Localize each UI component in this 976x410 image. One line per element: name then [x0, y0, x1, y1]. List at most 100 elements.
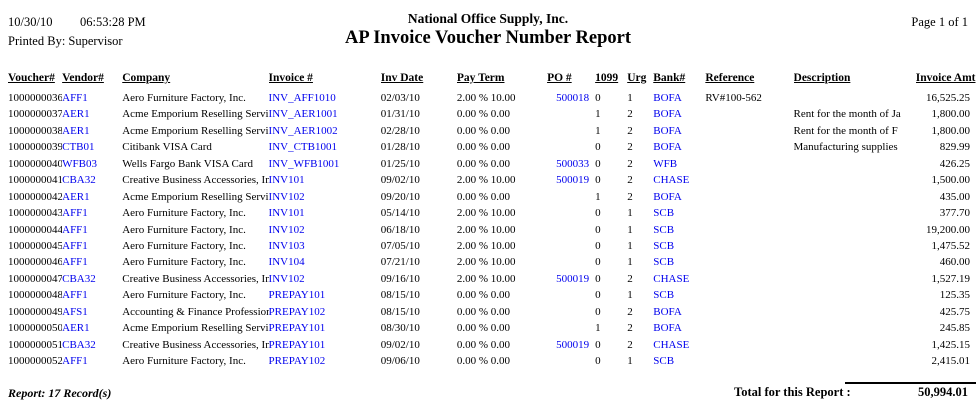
cell-voucher: 1000000044 [8, 223, 63, 236]
cell-vendor-link[interactable]: AFF1 [62, 355, 88, 367]
table-row: 1000000039 CTB01 Citibank VISA Card INV_CTB… [0, 141, 976, 157]
cell-company: Creative Business Accessories, In [122, 272, 269, 285]
cell-po-link[interactable]: 500033 [556, 157, 590, 170]
invoice-table-header: Voucher# Vendor# Company Invoice # Inv Date P… [0, 72, 976, 92]
cell-desc [794, 306, 916, 322]
cell-amt: 377.70 [939, 207, 970, 220]
cell-bank-link[interactable]: BOFA [653, 141, 682, 154]
cell-bank-link[interactable]: CHASE [653, 174, 690, 187]
cell-amt: 1,800.00 [931, 124, 971, 137]
cell-bank-link[interactable]: BOFA [653, 190, 682, 203]
cell-company: Aero Furniture Factory, Inc. [122, 239, 246, 252]
cell-invoice-link[interactable]: PREPAY101 [268, 289, 326, 302]
cell-bank-link[interactable]: SCB [653, 207, 675, 220]
cell-po [547, 207, 591, 223]
cell-urg: 2 [627, 190, 633, 203]
cell-ref [705, 207, 793, 223]
cell-desc: Rent for the month of Ja [793, 108, 901, 121]
cell-po [547, 240, 591, 256]
cell-urg: 1 [627, 256, 633, 269]
cell-urg: 1 [627, 355, 633, 367]
cell-vendor-link[interactable]: CBA32 [62, 174, 96, 187]
cell-bank-link[interactable]: SCB [653, 355, 675, 367]
cell-urg: 2 [627, 174, 633, 187]
cell-invoice-link[interactable]: INV_AER1002 [268, 124, 338, 137]
cell-invoice-link[interactable]: INV101 [268, 207, 305, 220]
cell-urg: 2 [627, 124, 633, 137]
cell-invoice-link[interactable]: PREPAY101 [268, 322, 326, 335]
cell-invoice-link[interactable]: INV_AER1001 [268, 108, 338, 121]
cell-vendor-link[interactable]: CBA32 [62, 272, 96, 285]
cell-ref [705, 141, 793, 157]
cell-vendor-link[interactable]: AFF1 [62, 92, 88, 104]
cell-invoice-link[interactable]: INV102 [268, 190, 305, 203]
report-title: AP Invoice Voucher Number Report [344, 28, 632, 48]
cell-bank-link[interactable]: CHASE [653, 338, 690, 351]
cell-voucher: 1000000052 [8, 355, 63, 367]
cell-vendor-link[interactable]: CBA32 [62, 338, 96, 351]
cell-invoice-link[interactable]: PREPAY102 [268, 355, 326, 367]
cell-bank-link[interactable]: SCB [653, 256, 675, 269]
cell-vendor-link[interactable]: AER1 [62, 190, 90, 203]
cell-invoice-link[interactable]: INV103 [268, 239, 305, 252]
cell-1099: 0 [595, 355, 601, 367]
cell-invoice-link[interactable]: INV_CTB1001 [268, 141, 337, 154]
cell-bank-link[interactable]: SCB [653, 223, 675, 236]
cell-vendor-link[interactable]: AER1 [62, 322, 90, 335]
cell-ref [705, 224, 793, 240]
cell-ref [705, 306, 793, 322]
cell-po-link[interactable]: 500018 [556, 92, 590, 104]
cell-bank-link[interactable]: BOFA [653, 108, 682, 121]
cell-bank-link[interactable]: SCB [653, 289, 675, 302]
cell-po-link[interactable]: 500019 [556, 174, 590, 187]
cell-po [547, 289, 591, 305]
cell-payterm: 2.00 % 10.00 [456, 223, 516, 236]
cell-invoice-link[interactable]: INV_WFB1001 [268, 157, 340, 170]
cell-bank-link[interactable]: SCB [653, 239, 675, 252]
cell-vendor-link[interactable]: AFF1 [62, 289, 88, 302]
cell-1099: 0 [595, 289, 601, 302]
cell-vendor-link[interactable]: CTB01 [62, 141, 95, 154]
column-header-voucher: Voucher# [8, 72, 55, 84]
cell-bank-link[interactable]: WFB [653, 157, 678, 170]
cell-vendor-link[interactable]: AFF1 [62, 256, 88, 269]
cell-po-link[interactable]: 500019 [556, 338, 590, 351]
cell-invoice-link[interactable]: PREPAY102 [268, 305, 326, 318]
cell-invdate: 09/02/10 [380, 338, 420, 351]
cell-voucher: 1000000051 [8, 338, 63, 351]
cell-vendor-link[interactable]: AFF1 [62, 239, 88, 252]
column-header-invoice: Invoice # [268, 72, 313, 84]
cell-po-link[interactable]: 500019 [556, 272, 590, 285]
cell-invoice-link[interactable]: INV101 [268, 174, 305, 187]
cell-voucher: 1000000050 [8, 322, 63, 335]
cell-po [547, 224, 591, 240]
cell-urg: 2 [627, 322, 633, 335]
cell-vendor-link[interactable]: AER1 [62, 124, 90, 137]
cell-bank-link[interactable]: BOFA [653, 305, 682, 318]
cell-company: Acme Emporium Reselling Servic [122, 190, 269, 203]
cell-bank-link[interactable]: BOFA [653, 124, 682, 137]
cell-invoice-link[interactable]: INV104 [268, 256, 305, 269]
cell-invoice-link[interactable]: INV102 [268, 272, 305, 285]
cell-vendor-link[interactable]: AER1 [62, 108, 90, 121]
cell-bank-link[interactable]: BOFA [653, 92, 682, 104]
cell-voucher: 1000000040 [8, 157, 63, 170]
cell-1099: 1 [595, 108, 601, 121]
cell-po [547, 306, 591, 322]
cell-urg: 1 [627, 289, 633, 302]
cell-payterm: 0.00 % 0.00 [456, 190, 511, 203]
table-row: 1000000049 AFS1 Accounting & Finance Profe… [0, 306, 976, 322]
report-time: 06:53:28 PM [80, 15, 146, 29]
cell-invoice-link[interactable]: INV102 [268, 223, 305, 236]
cell-vendor-link[interactable]: AFF1 [62, 207, 88, 220]
cell-bank-link[interactable]: CHASE [653, 272, 690, 285]
cell-invoice-link[interactable]: PREPAY101 [268, 338, 326, 351]
cell-invdate: 09/16/10 [380, 272, 420, 285]
cell-bank-link[interactable]: BOFA [653, 322, 682, 335]
cell-voucher: 1000000041 [8, 174, 63, 187]
cell-vendor-link[interactable]: AFS1 [62, 305, 88, 318]
cell-invoice-link[interactable]: INV_AFF1010 [268, 92, 336, 104]
cell-vendor-link[interactable]: WFB03 [62, 157, 97, 170]
cell-vendor-link[interactable]: AFF1 [62, 223, 88, 236]
cell-invdate: 06/18/10 [380, 223, 420, 236]
